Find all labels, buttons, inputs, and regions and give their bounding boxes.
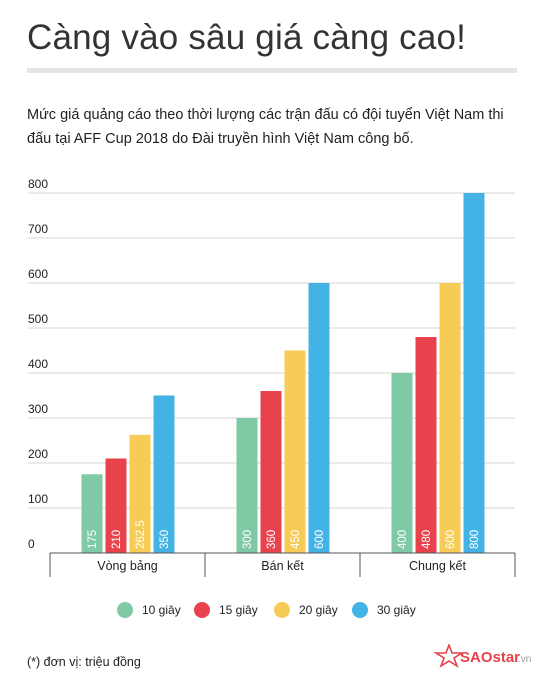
legend-label: 20 giây [299, 603, 338, 617]
logo-brand-text: SAOstar [460, 649, 520, 666]
x-category-label: Vòng bảng [97, 559, 158, 573]
y-tick-label: 500 [28, 312, 48, 326]
bar-value-label: 600 [445, 530, 457, 549]
legend-swatch [117, 602, 133, 618]
bar-value-label: 360 [266, 530, 278, 549]
y-tick-label: 100 [28, 492, 48, 506]
bar [153, 395, 175, 553]
bar-value-label: 400 [397, 530, 409, 549]
legend-swatch [194, 602, 210, 618]
bar [129, 434, 151, 553]
y-tick-label: 200 [28, 447, 48, 461]
bar-value-label: 600 [314, 530, 326, 549]
legend-label: 15 giây [219, 603, 258, 617]
bar-value-label: 300 [242, 530, 254, 549]
legend-label: 30 giây [377, 603, 416, 617]
x-category-label: Bán kết [261, 559, 304, 573]
bar-value-label: 800 [469, 530, 481, 549]
bar [439, 283, 461, 553]
unit-footnote: (*) đơn vị: triệu đồng [27, 655, 141, 669]
bar-value-label: 350 [159, 530, 171, 549]
y-tick-label: 300 [28, 402, 48, 416]
x-axis: Vòng bảng Bán kết Chung kết [49, 552, 516, 577]
x-category-label: Chung kết [409, 559, 467, 573]
y-tick-label: 700 [28, 222, 48, 236]
chart-title: Càng vào sâu giá càng cao! [27, 18, 467, 57]
bar [284, 350, 306, 553]
legend[interactable]: 10 giây 15 giây 20 giây 30 giây [117, 602, 416, 618]
bar-chart: 0 100 200 300 400 500 600 700 800 175 210 262.5 350… [28, 177, 516, 618]
bars: 175 210 262.5 350 300 360 450 600 400 480 600 800 [81, 193, 485, 553]
bar-value-label: 450 [290, 530, 302, 549]
bar-value-label: 210 [111, 530, 123, 549]
bar [260, 391, 282, 553]
bar [391, 373, 413, 553]
y-tick-label: 800 [28, 177, 48, 191]
legend-swatch [352, 602, 368, 618]
y-tick-label: 400 [28, 357, 48, 371]
bar [236, 418, 258, 553]
legend-swatch [274, 602, 290, 618]
title-divider [27, 68, 517, 73]
bar [105, 458, 127, 553]
logo-suffix-text: .vn [518, 654, 531, 665]
saostar-logo: SAOstar .vn [434, 644, 531, 668]
bar-value-label: 262.5 [135, 520, 147, 549]
legend-label: 10 giây [142, 603, 181, 617]
y-tick-label: 600 [28, 267, 48, 281]
y-tick-label: 0 [28, 537, 35, 551]
bar [415, 337, 437, 553]
y-axis-ticks: 0 100 200 300 400 500 600 700 800 [28, 177, 48, 551]
chart-subtitle: Mức giá quảng cáo theo thời lượng các tr… [27, 107, 504, 147]
bar-value-label: 480 [421, 530, 433, 549]
bar [308, 283, 330, 553]
bar-value-label: 175 [87, 530, 99, 549]
bar [463, 193, 485, 553]
star-logo-icon [434, 644, 465, 668]
bar [81, 474, 103, 553]
